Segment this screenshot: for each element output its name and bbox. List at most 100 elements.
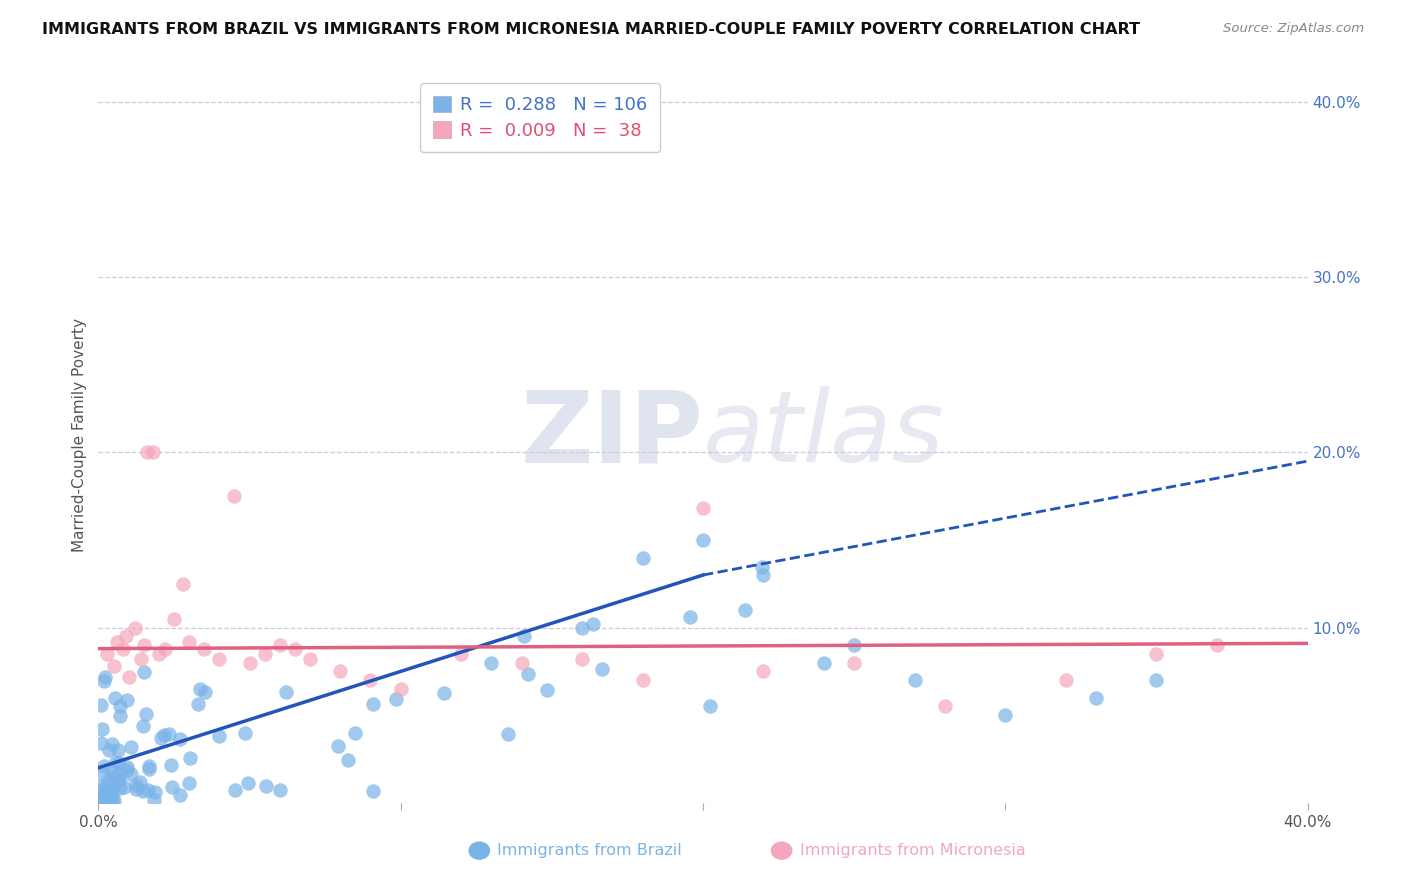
Point	[150, 731, 173, 746]
Point	[108, 709, 131, 723]
Legend: R =  0.288   N = 106, R =  0.009   N =  38: R = 0.288 N = 106, R = 0.009 N = 38	[420, 83, 659, 153]
Point	[433, 685, 456, 699]
Point	[224, 782, 246, 797]
Point	[136, 782, 159, 797]
Text: Immigrants from Micronesia: Immigrants from Micronesia	[800, 843, 1025, 858]
Point	[118, 670, 141, 684]
Point	[844, 638, 866, 652]
Point	[1054, 673, 1077, 687]
Point	[142, 793, 165, 807]
Point	[93, 790, 115, 805]
Point	[193, 641, 215, 656]
Point	[157, 727, 180, 741]
Point	[107, 773, 129, 788]
Point	[138, 758, 160, 772]
Point	[172, 576, 194, 591]
Point	[208, 730, 231, 744]
Point	[98, 772, 121, 786]
Point	[571, 652, 593, 666]
Point	[93, 673, 115, 688]
Point	[98, 743, 121, 757]
Point	[510, 656, 533, 670]
Point	[253, 647, 276, 661]
Text: Immigrants from Brazil: Immigrants from Brazil	[498, 843, 682, 858]
Point	[94, 780, 117, 795]
Point	[90, 791, 112, 805]
Point	[734, 603, 756, 617]
Point	[194, 685, 217, 699]
Point	[90, 698, 112, 712]
Point	[1144, 647, 1167, 661]
Point	[233, 726, 256, 740]
Point	[361, 698, 384, 712]
Point	[111, 641, 134, 656]
Text: atlas: atlas	[703, 386, 945, 483]
Point	[96, 647, 118, 661]
Point	[363, 784, 385, 798]
Point	[108, 756, 131, 770]
Point	[498, 727, 520, 741]
Point	[90, 722, 112, 736]
Point	[90, 736, 112, 750]
Point	[115, 693, 138, 707]
Point	[326, 739, 349, 753]
Point	[1206, 638, 1229, 652]
Point	[98, 785, 121, 799]
Point	[132, 719, 155, 733]
Point	[752, 568, 775, 582]
Point	[813, 656, 835, 670]
Point	[536, 683, 558, 698]
Point	[129, 775, 152, 789]
Point	[101, 764, 124, 778]
Point	[269, 783, 291, 797]
Point	[135, 707, 157, 722]
Point	[114, 629, 136, 643]
Point	[254, 780, 277, 794]
Point	[101, 772, 124, 786]
Point	[517, 667, 540, 681]
Point	[93, 759, 115, 773]
Point	[101, 782, 124, 797]
Point	[108, 774, 131, 789]
Point	[582, 617, 605, 632]
Point	[169, 732, 191, 747]
Point	[336, 753, 359, 767]
Point	[90, 792, 112, 806]
Text: Source: ZipAtlas.com: Source: ZipAtlas.com	[1223, 22, 1364, 36]
Point	[104, 690, 127, 705]
Point	[329, 665, 352, 679]
Text: ZIP: ZIP	[520, 386, 703, 483]
Text: IMMIGRANTS FROM BRAZIL VS IMMIGRANTS FROM MICRONESIA MARRIED-COUPLE FAMILY POVER: IMMIGRANTS FROM BRAZIL VS IMMIGRANTS FRO…	[42, 22, 1140, 37]
Point	[93, 767, 115, 781]
Point	[591, 662, 613, 676]
Point	[160, 780, 183, 794]
Point	[679, 610, 702, 624]
Point	[91, 783, 114, 797]
Point	[169, 788, 191, 802]
Point	[208, 652, 231, 666]
Point	[692, 533, 714, 547]
Point	[284, 641, 307, 656]
Point	[934, 699, 956, 714]
Point	[103, 659, 125, 673]
Point	[107, 743, 129, 757]
Point	[994, 708, 1017, 723]
Point	[148, 647, 170, 661]
Point	[163, 612, 186, 626]
Point	[239, 656, 262, 670]
Point	[90, 793, 112, 807]
Point	[94, 670, 117, 684]
Point	[1144, 673, 1167, 687]
Ellipse shape	[770, 841, 793, 860]
Point	[276, 685, 298, 699]
Point	[120, 767, 142, 781]
Point	[124, 621, 146, 635]
Point	[125, 778, 148, 792]
Point	[299, 652, 322, 666]
Point	[751, 560, 773, 574]
Point	[132, 665, 155, 680]
Point	[115, 760, 138, 774]
Point	[269, 638, 291, 652]
Point	[631, 550, 654, 565]
Point	[179, 751, 201, 765]
